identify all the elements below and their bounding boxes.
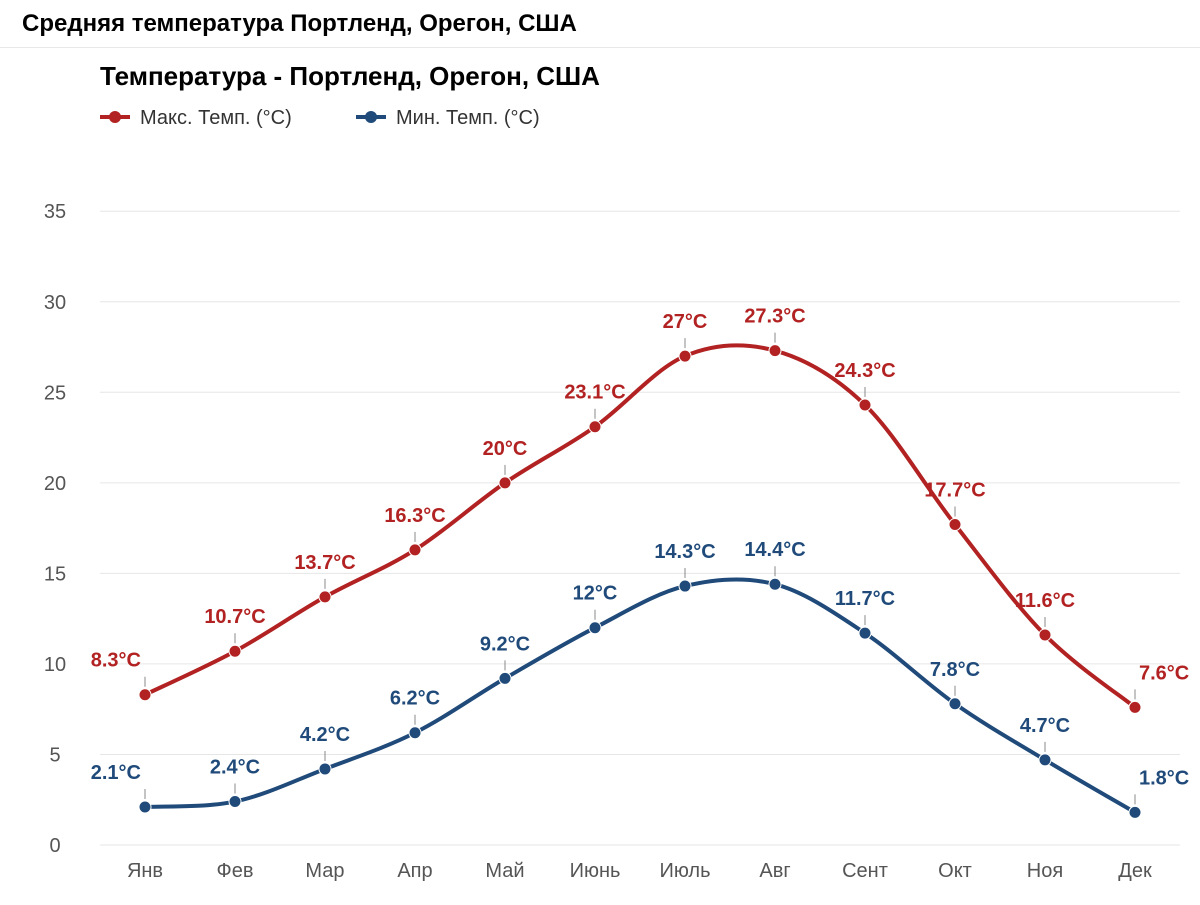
series-marker-max <box>769 345 781 357</box>
x-tick-label: Апр <box>397 860 432 882</box>
point-label-min: 14.4°C <box>744 539 805 561</box>
point-label-max: 13.7°C <box>294 552 355 574</box>
series-marker-max <box>859 399 871 411</box>
point-label-min: 2.4°C <box>210 757 260 779</box>
legend-label: Макс. Темп. (°C) <box>140 107 292 129</box>
series-marker-max <box>1129 701 1141 713</box>
x-tick-label: Янв <box>127 860 163 882</box>
x-tick-label: Май <box>485 860 524 882</box>
y-tick-label: 20 <box>44 473 66 495</box>
x-tick-label: Дек <box>1118 860 1152 882</box>
series-marker-min <box>859 627 871 639</box>
point-label-max: 11.6°C <box>1015 590 1075 612</box>
point-label-min: 1.8°C <box>1139 767 1189 789</box>
legend-swatch-marker <box>365 111 377 123</box>
series-marker-min <box>949 698 961 710</box>
series-marker-max <box>319 591 331 603</box>
point-label-min: 9.2°C <box>480 633 530 655</box>
legend-swatch-marker <box>109 111 121 123</box>
x-tick-label: Июнь <box>570 860 621 882</box>
point-label-max: 8.3°C <box>91 650 141 672</box>
point-label-max: 23.1°C <box>564 382 625 404</box>
series-marker-min <box>229 796 241 808</box>
series-marker-min <box>1039 754 1051 766</box>
point-label-min: 6.2°C <box>390 688 440 710</box>
point-label-min: 2.1°C <box>91 762 141 784</box>
point-label-max: 27.3°C <box>744 306 805 328</box>
point-label-min: 12°C <box>573 583 618 605</box>
point-label-min: 4.2°C <box>300 724 350 746</box>
series-marker-max <box>409 544 421 556</box>
x-tick-label: Мар <box>305 860 344 882</box>
x-tick-label: Сент <box>842 860 888 882</box>
x-tick-label: Окт <box>938 860 972 882</box>
point-label-max: 24.3°C <box>834 360 895 382</box>
y-tick-label: 15 <box>44 563 66 585</box>
series-marker-max <box>589 421 601 433</box>
point-label-min: 11.7°C <box>835 588 895 610</box>
chart-title: Температура - Портленд, Орегон, США <box>100 61 600 91</box>
series-marker-min <box>409 727 421 739</box>
point-label-min: 7.8°C <box>930 659 980 681</box>
y-tick-label: 5 <box>49 744 60 766</box>
series-marker-max <box>679 350 691 362</box>
page: Средняя температура Портленд, Орегон, СШ… <box>0 0 1200 905</box>
point-label-max: 27°C <box>663 311 708 333</box>
series-marker-max <box>499 477 511 489</box>
series-marker-max <box>229 645 241 657</box>
series-marker-max <box>949 518 961 530</box>
x-tick-label: Ноя <box>1027 860 1063 882</box>
point-label-max: 17.7°C <box>924 479 985 501</box>
point-label-max: 10.7°C <box>204 606 265 628</box>
point-label-min: 4.7°C <box>1020 715 1070 737</box>
series-marker-min <box>769 578 781 590</box>
x-tick-label: Фев <box>217 860 254 882</box>
series-marker-min <box>1129 806 1141 818</box>
x-tick-label: Июль <box>659 860 710 882</box>
series-marker-min <box>589 622 601 634</box>
point-label-max: 20°C <box>483 438 528 460</box>
series-marker-min <box>679 580 691 592</box>
page-title: Средняя температура Портленд, Орегон, СШ… <box>22 10 577 38</box>
page-title-divider <box>0 47 1200 48</box>
series-marker-max <box>1039 629 1051 641</box>
y-tick-label: 35 <box>44 201 66 223</box>
x-tick-label: Авг <box>759 860 790 882</box>
point-label-max: 16.3°C <box>384 505 445 527</box>
series-marker-max <box>139 689 151 701</box>
temperature-chart: 0 5 10 15 20 25 30 35 Янв Фев Мар Апр Май Июнь Июль Авг… <box>0 55 1200 905</box>
y-tick-label: 25 <box>44 382 66 404</box>
point-label-max: 7.6°C <box>1139 662 1189 684</box>
y-tick-label: 30 <box>44 292 66 314</box>
series-marker-min <box>499 672 511 684</box>
point-label-min: 14.3°C <box>654 541 715 563</box>
y-tick-label: 10 <box>44 654 66 676</box>
legend-label: Мин. Темп. (°C) <box>396 107 540 129</box>
series-marker-min <box>139 801 151 813</box>
chart-bg <box>0 55 1200 905</box>
y-tick-label: 0 <box>49 835 60 857</box>
series-marker-min <box>319 763 331 775</box>
chart-svg: 0 5 10 15 20 25 30 35 Янв Фев Мар Апр Май Июнь Июль Авг… <box>0 55 1200 905</box>
